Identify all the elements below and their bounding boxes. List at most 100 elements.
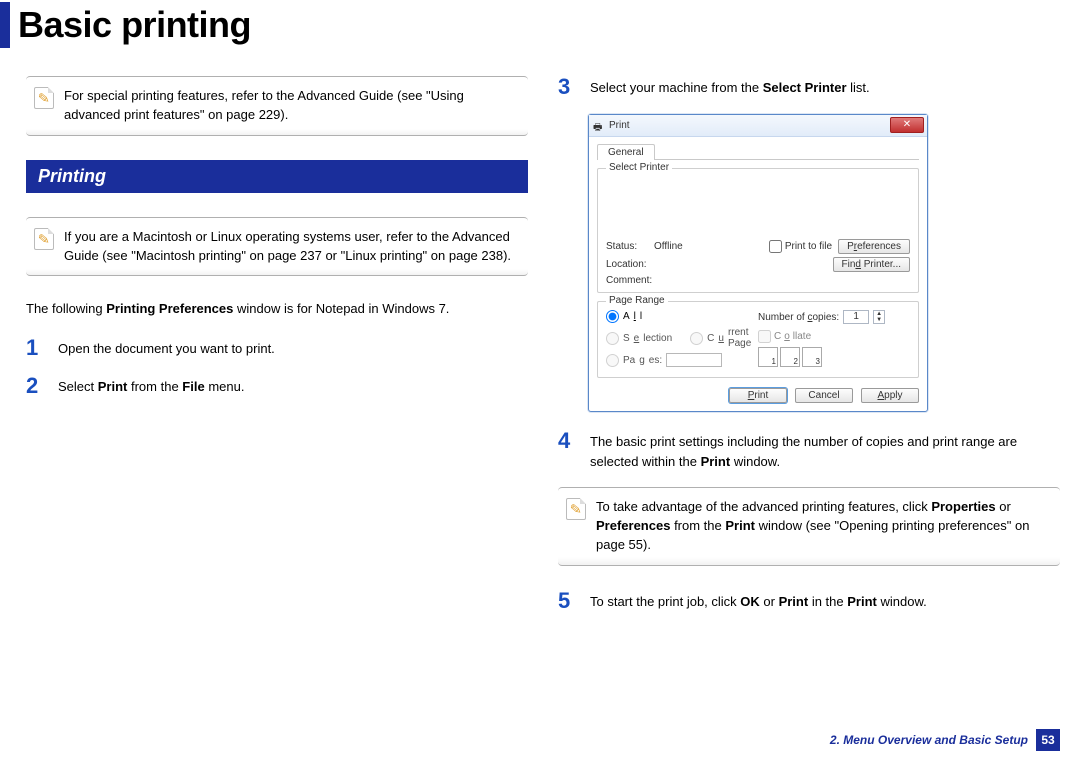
t: File [182, 379, 204, 394]
t: window. [877, 594, 927, 609]
status-grid: Status: Offline Print to file Preference… [606, 239, 910, 286]
step-number: 3 [558, 76, 576, 98]
location-label: Location: [606, 259, 654, 270]
note-text: If you are a Macintosh or Linux operatin… [64, 228, 520, 266]
step-3: 3 Select your machine from the Select Pr… [558, 76, 1060, 98]
page-footer: 2. Menu Overview and Basic Setup 53 [830, 729, 1060, 751]
cancel-button[interactable]: Cancel [795, 388, 853, 403]
note-text: For special printing features, refer to … [64, 87, 520, 125]
collate-icon: 1 2 3 [758, 347, 910, 367]
label: Print to file [785, 241, 832, 252]
find-printer-button[interactable]: Find Printer... [833, 257, 910, 272]
dialog-body: General Select Printer Status: Offline P… [589, 137, 927, 411]
title-accent [0, 2, 10, 48]
checkbox[interactable] [769, 240, 782, 253]
intro-text: The following Printing Preferences windo… [26, 300, 528, 319]
section-header-printing: Printing [26, 160, 528, 193]
t: Print [847, 594, 877, 609]
radio[interactable] [606, 310, 619, 323]
note-text: To take advantage of the advanced printi… [596, 498, 1052, 555]
dialog-tabs: General [597, 143, 919, 160]
t: Print [701, 454, 731, 469]
step-5: 5 To start the print job, click OK or Pr… [558, 590, 1060, 612]
copies-input[interactable]: 1 [843, 310, 869, 324]
print-to-file-checkbox[interactable]: Print to file [769, 240, 832, 253]
step-1: 1 Open the document you want to print. [26, 337, 528, 359]
group-page-range: Page Range All Selection Current Page Pa… [597, 301, 919, 378]
tab-general[interactable]: General [597, 144, 655, 160]
step-text: The basic print settings including the n… [590, 430, 1060, 471]
step-number: 2 [26, 375, 44, 397]
step-text: Select your machine from the Select Prin… [590, 76, 870, 98]
t: or [760, 594, 779, 609]
t: from the [670, 518, 725, 533]
step-text: Select Print from the File menu. [58, 375, 244, 397]
print-dialog: 🖶 Print ✕ General Select Printer Status:… [588, 114, 928, 412]
note-special-features: For special printing features, refer to … [26, 76, 528, 136]
copies-label: Number of copies: [758, 312, 839, 323]
step-text: To start the print job, click OK or Prin… [590, 590, 927, 612]
t: Printing Preferences [106, 301, 233, 316]
note-icon [34, 228, 54, 250]
t: menu. [205, 379, 245, 394]
radio-selection[interactable]: Selection [606, 327, 672, 349]
spin-buttons[interactable]: ▲▼ [873, 310, 885, 324]
step-text: Open the document you want to print. [58, 337, 275, 359]
comment-label: Comment: [606, 275, 654, 286]
step-4: 4 The basic print settings including the… [558, 430, 1060, 471]
t: OK [740, 594, 760, 609]
note-advanced-printing: To take advantage of the advanced printi… [558, 487, 1060, 566]
close-button[interactable]: ✕ [890, 117, 924, 133]
t: in the [808, 594, 847, 609]
checkbox[interactable] [758, 330, 771, 343]
preferences-button[interactable]: Preferences [838, 239, 910, 254]
dialog-footer: Print Cancel Apply [597, 388, 919, 403]
radio-all[interactable]: All [606, 310, 758, 323]
t: To take advantage of the advanced printi… [596, 499, 931, 514]
t: window is for Notepad in Windows 7. [233, 301, 449, 316]
radio[interactable] [606, 332, 619, 345]
t: To start the print job, click [590, 594, 740, 609]
chapter-label: 2. Menu Overview and Basic Setup [830, 733, 1028, 747]
t: Select your machine from the [590, 80, 763, 95]
right-column: 3 Select your machine from the Select Pr… [558, 76, 1060, 628]
status-label: Status: [606, 241, 654, 252]
t: Print [779, 594, 809, 609]
t: Print [98, 379, 128, 394]
collate-checkbox[interactable]: Collate [758, 330, 910, 343]
pages-input[interactable] [666, 353, 722, 367]
step-number: 4 [558, 430, 576, 452]
t: Select Printer [763, 80, 847, 95]
t: list. [847, 80, 870, 95]
copies-section: Number of copies: 1 ▲▼ Collate 1 2 3 [758, 310, 910, 367]
step-number: 5 [558, 590, 576, 612]
content-columns: For special printing features, refer to … [0, 58, 1080, 628]
radio-current-page[interactable]: Current Page [690, 327, 758, 349]
step-number: 1 [26, 337, 44, 359]
radio-pages[interactable]: Pages: [606, 353, 758, 367]
print-button[interactable]: Print [729, 388, 787, 403]
dialog-titlebar[interactable]: 🖶 Print ✕ [589, 115, 927, 137]
page-title: Basic printing [18, 4, 251, 46]
radio[interactable] [606, 354, 619, 367]
range-radios: All Selection Current Page Pages: [606, 310, 758, 371]
status-value: Offline [654, 241, 769, 252]
title-bar: Basic printing [0, 0, 1080, 58]
step-2: 2 Select Print from the File menu. [26, 375, 528, 397]
printer-list-area[interactable] [606, 177, 910, 233]
t: from the [127, 379, 182, 394]
page-number: 53 [1036, 729, 1060, 751]
note-icon [34, 87, 54, 109]
radio[interactable] [690, 332, 703, 345]
t: Select [58, 379, 98, 394]
printer-icon: 🖶 [593, 120, 605, 132]
group-title: Page Range [606, 295, 668, 306]
apply-button[interactable]: Apply [861, 388, 919, 403]
group-select-printer: Select Printer Status: Offline Print to … [597, 168, 919, 293]
t: window. [730, 454, 780, 469]
t: The basic print settings including the n… [590, 434, 1017, 469]
t: or [996, 499, 1011, 514]
t: Preferences [596, 518, 670, 533]
note-icon [566, 498, 586, 520]
dialog-title: Print [609, 120, 630, 131]
